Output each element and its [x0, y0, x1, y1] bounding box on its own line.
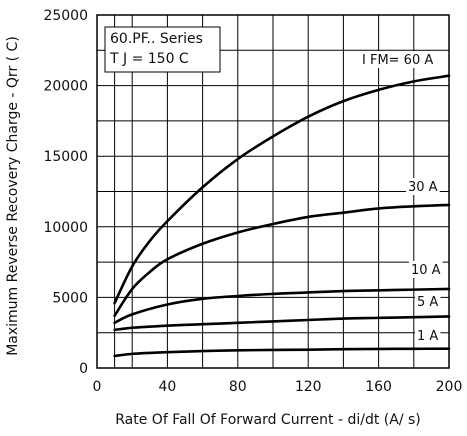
series-label-background [415, 293, 441, 310]
series-label: 10 A [411, 263, 441, 278]
series-label-background [406, 178, 440, 195]
annotation-temperature: T J = 150 C [109, 51, 189, 67]
series-label-background [415, 327, 441, 344]
plot-frame [96, 14, 450, 369]
series-label: 5 A [417, 295, 438, 310]
series-line [113, 74, 451, 305]
series-label-background [409, 261, 443, 278]
series-line [113, 315, 451, 332]
series-labels: I FM= 60 A 30 A 10 A 5 A 1 A [360, 51, 443, 344]
x-tick-label: 120 [295, 379, 322, 395]
y-tick-label: 10000 [43, 220, 88, 236]
y-tick-label: 15000 [43, 149, 88, 165]
x-tick-label: 40 [158, 379, 176, 395]
series-label: I FM= 60 A [362, 53, 433, 68]
x-tick-label: 80 [229, 379, 247, 395]
series-line [113, 347, 451, 358]
series-lines [113, 74, 451, 358]
x-tick-label: 200 [436, 379, 463, 395]
series-line [113, 203, 451, 318]
y-tick-label: 20000 [43, 79, 88, 95]
y-tick-label: 0 [79, 361, 88, 377]
x-axis-label: Rate Of Fall Of Forward Current - di/dt … [115, 412, 421, 428]
x-tick-label: 0 [93, 379, 102, 395]
series-line [113, 287, 451, 325]
series-label: 1 A [417, 329, 438, 344]
tick-labels: 0 40 80 120 160 200 0 5000 10000 15000 20000 25000 [43, 8, 462, 395]
y-axis-label: Maximum Reverse Recovery Charge - Qrr ( … [5, 36, 21, 356]
annotation-series-title: 60.PF.. Series [110, 31, 203, 47]
y-tick-label: 25000 [43, 8, 88, 24]
y-tick-label: 5000 [52, 290, 88, 306]
x-tick-label: 160 [365, 379, 392, 395]
series-label: 30 A [408, 180, 438, 195]
series-label-background [360, 51, 436, 68]
annotation-box [104, 26, 221, 73]
